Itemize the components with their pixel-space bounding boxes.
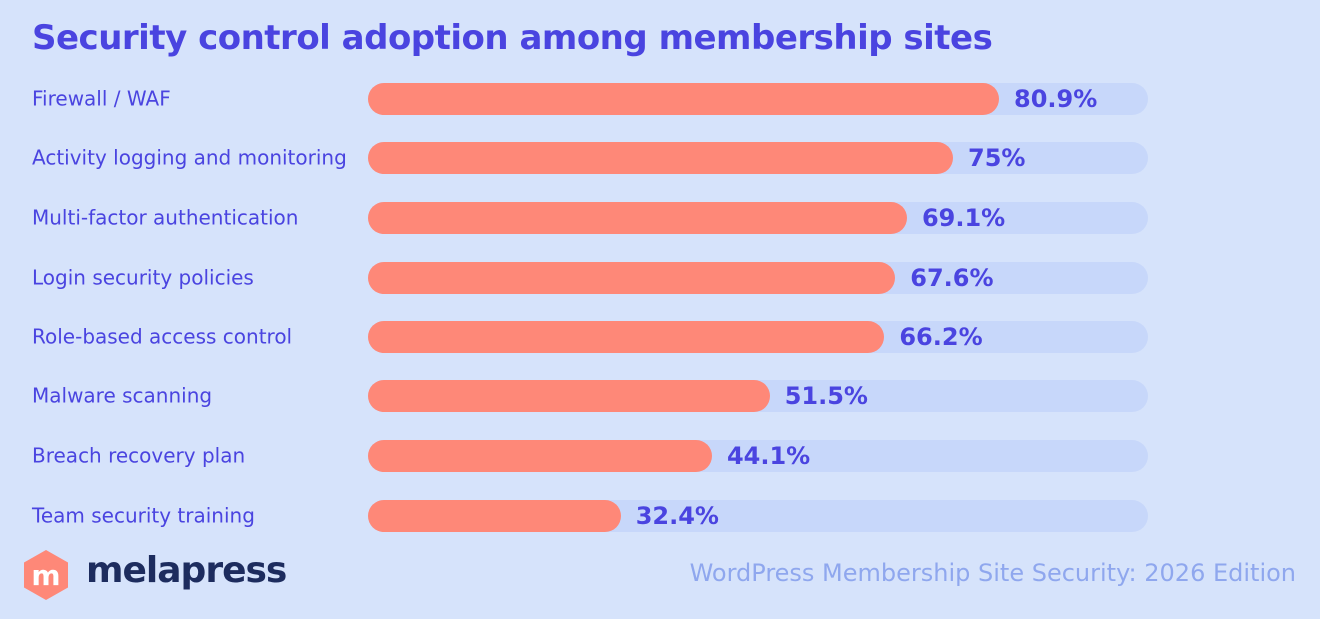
data-label: 80.9% <box>1014 85 1098 113</box>
bar <box>368 262 896 294</box>
category-label: Breach recovery plan <box>32 443 246 468</box>
logo-letter: m <box>31 559 60 592</box>
data-label: 44.1% <box>726 442 811 470</box>
melapress-logo-icon: m <box>24 550 68 600</box>
bar <box>368 440 712 472</box>
data-label: 51.5% <box>784 382 868 410</box>
bar <box>368 142 953 174</box>
data-label: 69.1% <box>921 204 1006 232</box>
category-label: Firewall / WAF <box>32 86 171 111</box>
brand-name: melapress <box>86 550 287 591</box>
category-label: Activity logging and monitoring <box>32 145 347 170</box>
category-label: Team security training <box>32 503 255 528</box>
bar <box>368 83 1000 115</box>
source-caption: WordPress Membership Site Security: 2026… <box>689 559 1296 587</box>
bar <box>368 321 885 353</box>
data-label: 32.4% <box>635 502 719 530</box>
bar <box>368 380 770 412</box>
chart-title: Security control adoption among membersh… <box>32 18 993 58</box>
category-label: Malware scanning <box>32 383 213 408</box>
bar <box>368 202 907 234</box>
category-label: Role-based access control <box>32 324 293 349</box>
category-label: Multi-factor authentication <box>32 205 299 230</box>
data-label: 75% <box>968 144 1026 172</box>
category-label: Login security policies <box>32 265 254 290</box>
data-label: 67.6% <box>910 264 994 292</box>
bar <box>368 500 621 532</box>
data-label: 66.2% <box>899 323 983 351</box>
